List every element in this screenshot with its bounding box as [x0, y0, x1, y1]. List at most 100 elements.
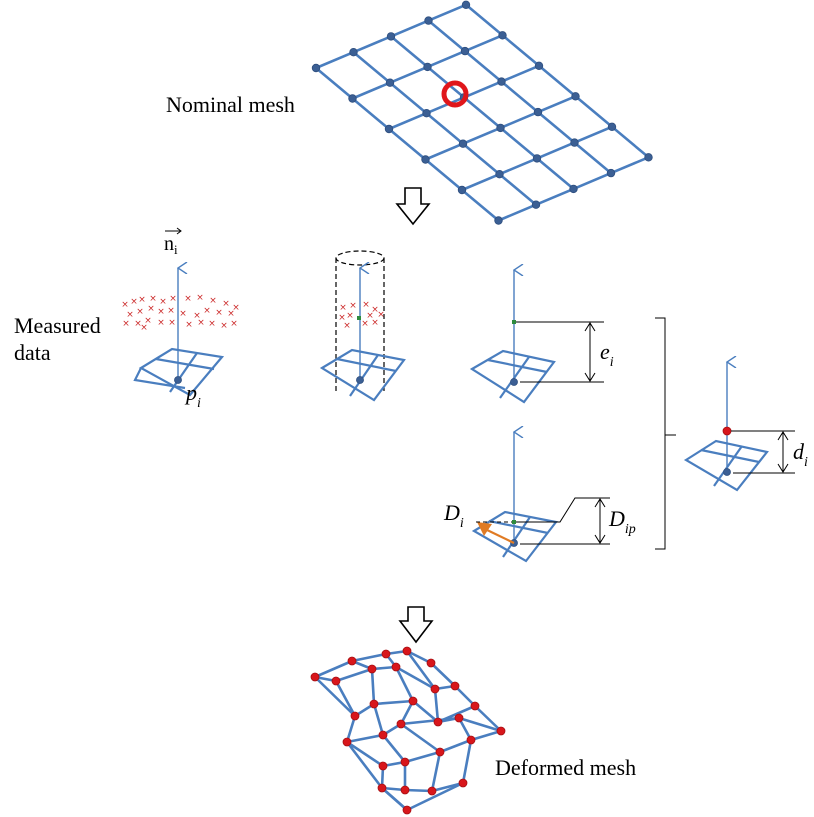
deformed-mesh-node	[466, 735, 476, 745]
measured-data-label-2: data	[14, 340, 51, 365]
local-mesh-patch-3	[469, 349, 556, 404]
nominal-mesh-node	[570, 138, 579, 147]
nominal-mesh-node	[384, 124, 394, 134]
deformed-mesh-node	[470, 701, 480, 711]
measured-point-cross: ×	[232, 303, 240, 313]
deformed-mesh-node	[433, 717, 443, 727]
measured-point-cross: ×	[144, 316, 152, 326]
deformed-mesh-node	[369, 699, 379, 709]
measured-point-cross: ×	[184, 294, 192, 304]
measured-point-cross: ×	[159, 297, 167, 307]
measured-point-cross: ×	[371, 318, 379, 328]
deformed-mesh-node	[310, 672, 320, 682]
measured-point-cross: ×	[157, 318, 165, 328]
deformed-mesh-node	[378, 761, 388, 771]
nominal-mesh-node	[532, 154, 542, 163]
mesh-node-cyl	[356, 376, 364, 384]
process-arrow-down-2	[398, 606, 434, 644]
measured-point-cross: ×	[196, 293, 204, 303]
measured-point-cross: ×	[230, 319, 238, 329]
measured-point-cross: ×	[346, 311, 354, 321]
measured-point-cross: ×	[140, 323, 148, 333]
measured-point-cross: ×	[220, 321, 228, 331]
nominal-mesh-node	[457, 185, 467, 195]
measured-point-cross: ×	[222, 299, 230, 309]
measured-point-cross: ×	[349, 301, 357, 311]
nominal-mesh-node	[348, 94, 357, 103]
measured-point-cross: ×	[134, 319, 142, 329]
displaced-node	[722, 426, 732, 436]
measured-point-cross: ×	[361, 319, 369, 329]
deformed-mesh-node	[430, 684, 440, 694]
orange-offset-vector	[484, 528, 515, 544]
deformed-mesh-node	[450, 681, 460, 691]
mesh-node-e	[510, 378, 518, 386]
nominal-mesh-node	[497, 77, 506, 86]
deformed-mesh-node	[435, 747, 445, 757]
measured-point-cross: ×	[185, 320, 193, 330]
nominal-mesh-node	[460, 46, 470, 56]
measured-point-cross: ×	[179, 309, 187, 319]
measured-point-cross: ×	[203, 306, 211, 316]
nominal-mesh-node	[571, 92, 580, 101]
measured-point-cross: ×	[169, 294, 177, 304]
deformed-mesh-node	[426, 658, 436, 668]
orange-vector-head	[477, 522, 492, 536]
local-mesh-patch-1	[133, 347, 225, 397]
deformed-mesh-node	[367, 664, 377, 674]
measured-point-cross: ×	[371, 305, 379, 315]
measured-point-cross: ×	[130, 297, 138, 307]
measured-point-cross: ×	[343, 321, 351, 331]
measured-point-cross: ×	[121, 300, 129, 310]
nominal-mesh-node	[569, 184, 578, 194]
nominal-mesh-node	[311, 63, 321, 73]
step-error-e	[469, 270, 604, 404]
measured-point-cross: ×	[157, 307, 165, 317]
nominal-mesh-node	[386, 32, 396, 41]
deformed-mesh-node	[347, 656, 357, 666]
deformed-mesh-node	[378, 730, 388, 740]
measured-points: × × × × × × × × × × ×× × × × × × × × × ×× × × × × × × × ×× ×	[121, 293, 240, 333]
cylinder-points: × × × ×× × × ×× × ×	[338, 300, 385, 331]
local-mesh-patch-5	[683, 439, 769, 492]
measured-point-cross: ×	[338, 313, 346, 323]
nominal-mesh-node	[498, 31, 507, 40]
measured-point-cross: ×	[147, 304, 155, 314]
highlighted-node-ring	[441, 80, 469, 108]
offset-Dip-label: Dip	[608, 506, 636, 537]
nominal-mesh-label: Nominal mesh	[166, 92, 295, 117]
nominal-mesh-node	[422, 108, 431, 118]
measured-point-cross: ×	[377, 310, 385, 320]
local-mesh-patch-4	[471, 510, 558, 563]
nominal-mesh-node	[421, 155, 430, 164]
measured-point-cross: ×	[138, 295, 146, 305]
nominal-mesh-node	[458, 139, 468, 148]
nominal-mesh-node	[534, 61, 544, 71]
nominal-mesh-node	[644, 153, 653, 162]
deformed-mesh-label: Deformed mesh	[495, 755, 636, 780]
step-measured-data: × × × × × × × × × × ×× × × × × × × × × ×× × × × × × × × ×× ×	[121, 268, 240, 397]
deformed-mesh-node	[402, 805, 412, 815]
measured-point-cross: ×	[149, 294, 157, 304]
nominal-mesh-node	[349, 48, 358, 57]
nominal-mesh	[311, 0, 653, 225]
process-arrow-down-1	[395, 187, 431, 226]
measured-point-cross: ×	[215, 308, 223, 318]
measured-point-cross: ×	[339, 303, 347, 313]
deformed-mesh-node	[396, 719, 406, 729]
nominal-mesh-node	[423, 62, 432, 72]
deformed-mesh-node	[391, 662, 401, 672]
point-p-label: pi	[184, 380, 201, 411]
deformed-mesh-node	[496, 726, 506, 736]
deformed-mesh-node	[342, 737, 352, 747]
step-cylinder-selection: × × × ×× × × ×× × ×	[319, 250, 406, 402]
measured-point-cross: ×	[197, 318, 205, 328]
grouping-bracket	[655, 317, 676, 550]
deformed-mesh-node	[350, 711, 360, 721]
deformed-mesh-node	[402, 646, 412, 656]
cylinder-top	[335, 250, 385, 266]
deformed-mesh-node	[408, 696, 418, 706]
nominal-mesh-node	[496, 123, 505, 133]
deformed-mesh	[310, 646, 506, 815]
